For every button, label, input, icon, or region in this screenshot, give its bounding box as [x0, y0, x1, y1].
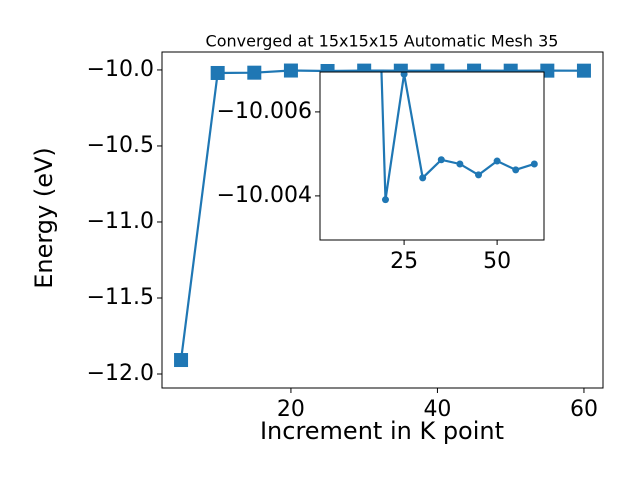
y-tick-label: −10.004 [217, 183, 312, 208]
data-point [174, 353, 189, 368]
y-tick-label: −11.0 [87, 209, 154, 234]
plot-area [174, 63, 591, 368]
x-tick-label: 20 [277, 397, 305, 422]
data-point [493, 157, 501, 165]
x-tick-label: 60 [570, 397, 598, 422]
data-point [283, 63, 298, 78]
y-axis-label: Energy (eV) [30, 147, 58, 289]
data-point [400, 72, 408, 78]
data-point [456, 160, 464, 168]
data-point [381, 196, 389, 204]
inset-background [320, 72, 544, 240]
axes-frame [319, 71, 545, 241]
x-tick-label: 40 [423, 397, 451, 422]
data-point [210, 65, 225, 80]
y-tick-label: −10.5 [87, 133, 154, 158]
y-tick-label: −10.006 [217, 99, 312, 124]
data-point [576, 63, 591, 78]
x-axis-label: Increment in K point [260, 417, 504, 445]
plot-area [380, 72, 538, 204]
y-tick-label: −11.5 [87, 285, 154, 310]
y-tick-label: −12.0 [87, 361, 154, 386]
x-tick-label: 25 [390, 249, 418, 274]
data-point [247, 65, 262, 80]
y-tick-label: −10.0 [87, 57, 154, 82]
data-point [512, 166, 520, 174]
data-point [437, 156, 445, 164]
data-point [475, 171, 483, 179]
data-point [419, 174, 427, 182]
chart-title: Converged at 15x15x15 Automatic Mesh 35 [206, 32, 559, 51]
x-tick-label: 50 [483, 249, 511, 274]
data-point [530, 160, 538, 168]
axes-frame [161, 51, 604, 389]
